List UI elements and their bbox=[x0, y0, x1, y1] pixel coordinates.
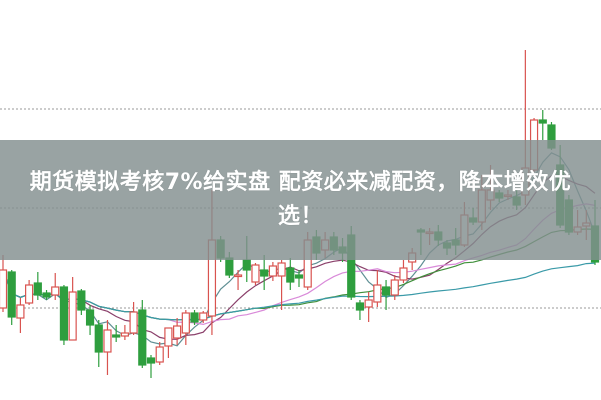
candle-body bbox=[94, 324, 103, 353]
candle-body bbox=[16, 304, 25, 319]
candle-body bbox=[68, 291, 77, 341]
candle-body bbox=[155, 346, 164, 363]
candle-body bbox=[138, 309, 147, 366]
candle-body bbox=[120, 332, 129, 337]
candle-body bbox=[164, 327, 173, 347]
candle-body bbox=[42, 292, 51, 298]
candle-body bbox=[190, 312, 199, 323]
title-banner: 期货模拟考核7%给实盘 配资必来减配资，降本增效优选！ bbox=[0, 140, 601, 260]
candle-body bbox=[77, 290, 86, 311]
candle-body bbox=[233, 274, 243, 278]
candle-body bbox=[355, 302, 365, 311]
candle-body bbox=[390, 279, 399, 296]
candle-body bbox=[199, 312, 208, 321]
candle-body bbox=[25, 284, 34, 304]
candle-body bbox=[225, 257, 234, 276]
candle-body bbox=[399, 267, 408, 281]
article-title: 期货模拟考核7%给实盘 配资必来减配资，降本增效优选！ bbox=[29, 170, 572, 229]
candle-body bbox=[181, 312, 190, 334]
candle-body bbox=[59, 286, 69, 341]
candle-body bbox=[103, 329, 112, 353]
candle-body bbox=[173, 325, 182, 339]
candle-body bbox=[51, 286, 60, 296]
candle-body bbox=[538, 119, 547, 124]
ma-line-60 bbox=[2, 262, 596, 321]
candle-body bbox=[268, 265, 277, 277]
candle-body bbox=[129, 311, 138, 334]
candle-body bbox=[112, 334, 121, 338]
candle-body bbox=[242, 259, 251, 271]
candle-body bbox=[364, 299, 373, 308]
candle-body bbox=[286, 267, 295, 283]
candle-body bbox=[7, 271, 16, 318]
candle-body bbox=[381, 286, 391, 296]
candle-body bbox=[294, 274, 304, 279]
candle-body bbox=[146, 357, 156, 364]
candle-body bbox=[373, 284, 382, 303]
candle-body bbox=[0, 269, 8, 309]
candle-body bbox=[260, 269, 269, 277]
candle-body bbox=[251, 264, 260, 283]
candle-body bbox=[33, 282, 42, 296]
candle-body bbox=[277, 262, 286, 277]
candle-body bbox=[85, 309, 95, 326]
